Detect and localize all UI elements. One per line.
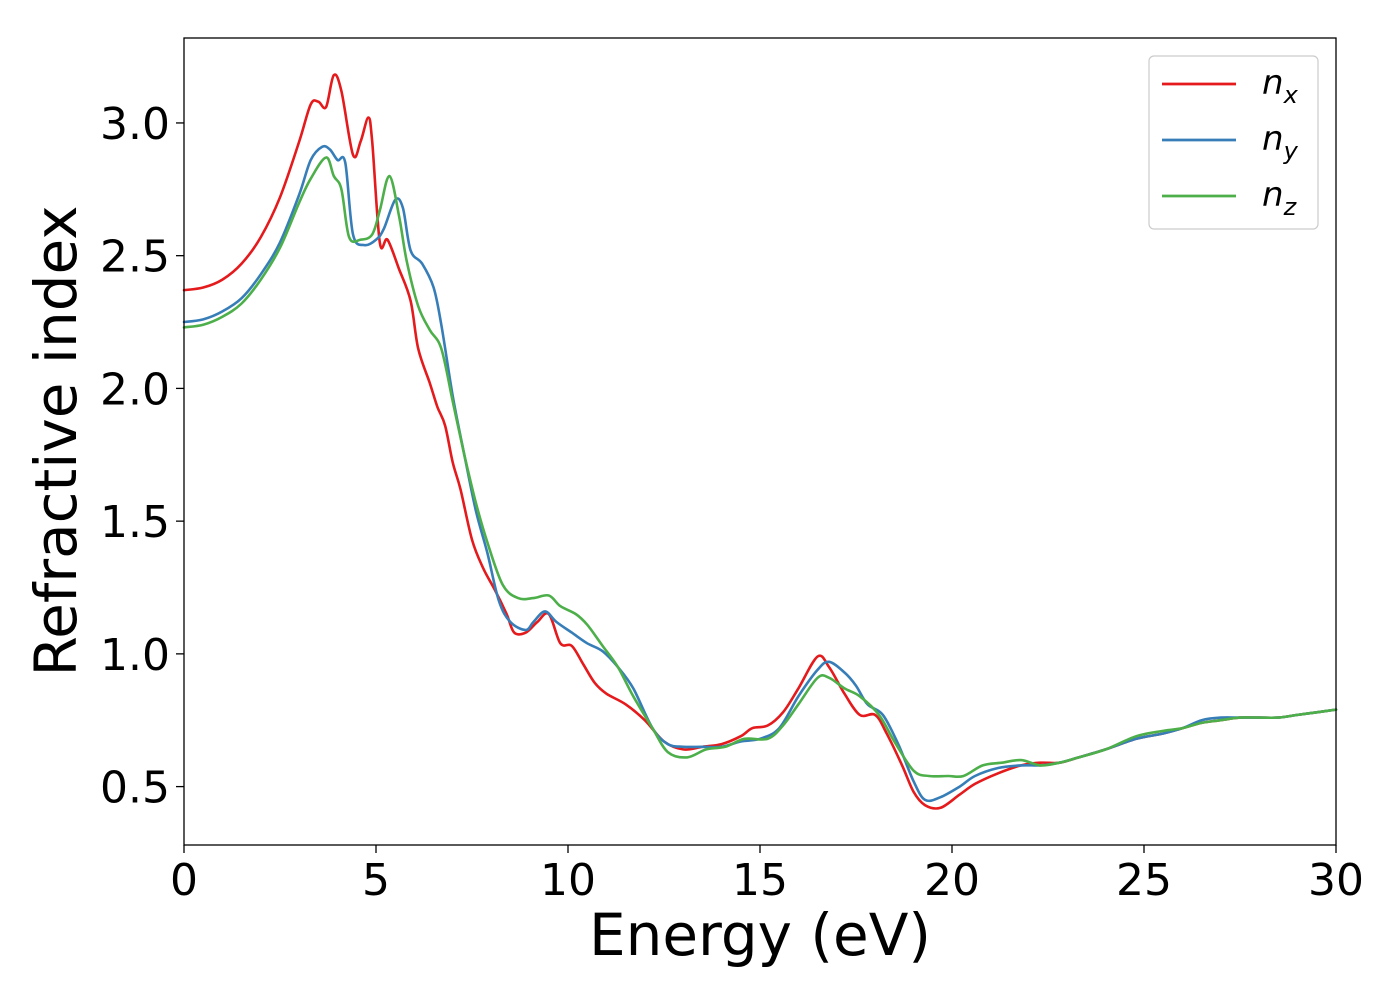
x-axis-ticks: 0 5 10 15 20 25 30 [170,845,1364,906]
x-tick-label: 30 [1308,855,1364,906]
y-tick-label: 2.5 [100,232,170,283]
x-tick-label: 20 [924,855,980,906]
y-axis-ticks: 0.5 1.0 1.5 2.0 2.5 3.0 [100,99,184,814]
x-tick-label: 5 [362,855,390,906]
legend-label-ny: ny [1262,119,1299,165]
x-tick-label: 25 [1116,855,1172,906]
y-tick-label: 1.5 [100,497,170,548]
series-line-ny [182,144,1338,803]
y-tick-label: 1.0 [100,630,170,681]
x-tick-label: 0 [170,855,198,906]
x-axis-label: Energy (eV) [589,901,931,969]
y-tick-label: 0.5 [100,763,170,814]
y-axis-label: Refractive index [22,205,90,676]
legend-label-nz: nz [1262,175,1298,221]
series-layer [182,73,1338,810]
y-tick-label: 3.0 [100,99,170,150]
x-tick-label: 10 [540,855,596,906]
legend-box [1148,55,1319,230]
x-tick-label: 15 [732,855,788,906]
legend: nx ny nz [1148,55,1319,230]
y-tick-label: 2.0 [100,364,170,415]
series-line-nz [182,156,1338,779]
legend-label-nx: nx [1262,63,1299,109]
